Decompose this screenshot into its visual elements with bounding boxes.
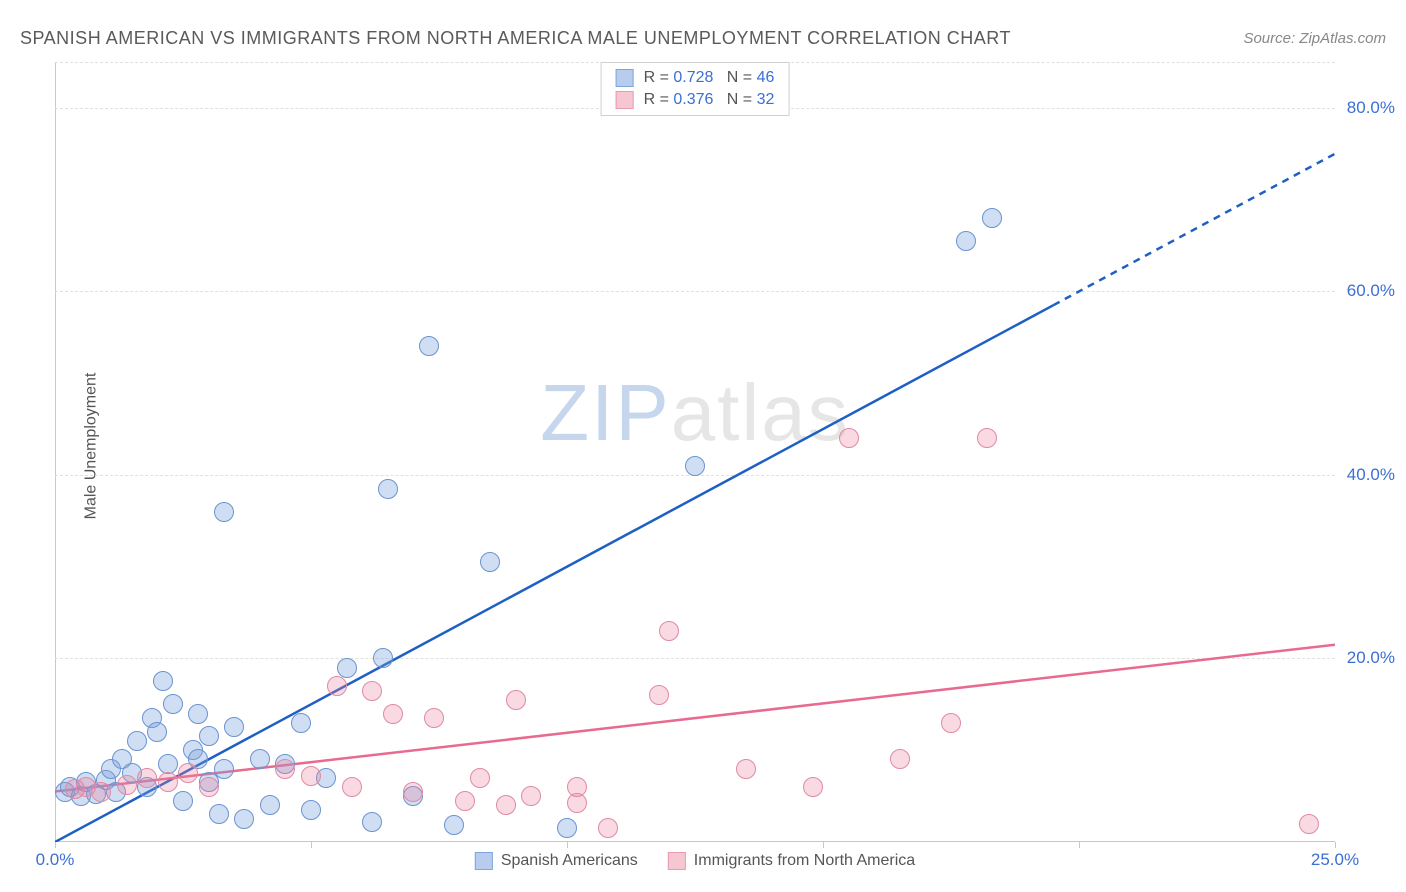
scatter-point — [839, 428, 859, 448]
scatter-point — [803, 777, 823, 797]
scatter-point — [158, 754, 178, 774]
scatter-point — [424, 708, 444, 728]
legend-swatch-icon — [616, 91, 634, 109]
scatter-point — [250, 749, 270, 769]
y-tick-label: 60.0% — [1347, 281, 1395, 301]
series-legend: Spanish Americans Immigrants from North A… — [475, 852, 915, 870]
legend-item: Immigrants from North America — [668, 852, 915, 870]
correlation-legend: R = 0.728 N = 46 R = 0.376 N = 32 — [601, 62, 790, 116]
scatter-point — [188, 704, 208, 724]
source-attribution: Source: ZipAtlas.com — [1243, 30, 1386, 47]
scatter-point — [301, 800, 321, 820]
x-tick-mark — [1079, 842, 1080, 848]
scatter-point — [521, 786, 541, 806]
trend-line-dashed — [1053, 154, 1335, 305]
gridline-h — [55, 291, 1335, 292]
scatter-point — [137, 768, 157, 788]
legend-item-label: Spanish Americans — [501, 852, 638, 870]
scatter-point — [649, 685, 669, 705]
scatter-point — [383, 704, 403, 724]
y-tick-label: 40.0% — [1347, 465, 1395, 485]
y-tick-label: 80.0% — [1347, 98, 1395, 118]
scatter-point — [163, 694, 183, 714]
scatter-point — [199, 777, 219, 797]
scatter-point — [214, 759, 234, 779]
legend-swatch-icon — [475, 852, 493, 870]
scatter-point — [234, 809, 254, 829]
legend-row: R = 0.376 N = 32 — [616, 89, 775, 111]
x-tick-label: 25.0% — [1311, 850, 1359, 870]
scatter-point — [956, 231, 976, 251]
chart-title: SPANISH AMERICAN VS IMMIGRANTS FROM NORT… — [20, 28, 1011, 49]
gridline-h — [55, 658, 1335, 659]
scatter-point — [260, 795, 280, 815]
x-tick-mark — [311, 842, 312, 848]
scatter-point — [419, 336, 439, 356]
legend-swatch-icon — [668, 852, 686, 870]
scatter-point — [685, 456, 705, 476]
scatter-point — [506, 690, 526, 710]
scatter-point — [214, 502, 234, 522]
scatter-point — [982, 208, 1002, 228]
scatter-point — [444, 815, 464, 835]
plot-area: ZIPatlas 20.0%40.0%60.0%80.0%0.0%25.0%R … — [55, 62, 1335, 842]
legend-row: R = 0.728 N = 46 — [616, 67, 775, 89]
scatter-point — [403, 782, 423, 802]
scatter-point — [890, 749, 910, 769]
scatter-point — [337, 658, 357, 678]
scatter-point — [178, 763, 198, 783]
scatter-point — [327, 676, 347, 696]
scatter-point — [736, 759, 756, 779]
x-axis-line — [55, 841, 1335, 842]
scatter-point — [224, 717, 244, 737]
scatter-point — [941, 713, 961, 733]
scatter-point — [977, 428, 997, 448]
scatter-point — [199, 726, 219, 746]
x-tick-mark — [1335, 842, 1336, 848]
scatter-point — [557, 818, 577, 838]
scatter-point — [567, 777, 587, 797]
scatter-point — [301, 766, 321, 786]
scatter-point — [598, 818, 618, 838]
scatter-point — [158, 772, 178, 792]
legend-swatch-icon — [616, 69, 634, 87]
x-tick-label: 0.0% — [36, 850, 75, 870]
legend-stat-text: R = 0.376 N = 32 — [644, 91, 775, 109]
trend-lines-svg — [55, 62, 1335, 842]
y-axis-line — [55, 62, 56, 842]
scatter-point — [480, 552, 500, 572]
scatter-point — [209, 804, 229, 824]
scatter-point — [173, 791, 193, 811]
trend-line — [55, 645, 1335, 792]
scatter-point — [342, 777, 362, 797]
scatter-point — [147, 722, 167, 742]
scatter-point — [127, 731, 147, 751]
scatter-point — [1299, 814, 1319, 834]
scatter-point — [362, 681, 382, 701]
scatter-point — [378, 479, 398, 499]
legend-item: Spanish Americans — [475, 852, 638, 870]
x-tick-mark — [823, 842, 824, 848]
scatter-point — [117, 775, 137, 795]
scatter-point — [373, 648, 393, 668]
scatter-point — [153, 671, 173, 691]
scatter-point — [659, 621, 679, 641]
scatter-point — [291, 713, 311, 733]
scatter-point — [275, 759, 295, 779]
scatter-point — [455, 791, 475, 811]
watermark-text: ZIPatlas — [540, 367, 849, 459]
x-tick-mark — [567, 842, 568, 848]
scatter-point — [470, 768, 490, 788]
x-tick-mark — [55, 842, 56, 848]
legend-stat-text: R = 0.728 N = 46 — [644, 69, 775, 87]
scatter-point — [362, 812, 382, 832]
y-tick-label: 20.0% — [1347, 648, 1395, 668]
scatter-point — [496, 795, 516, 815]
legend-item-label: Immigrants from North America — [694, 852, 915, 870]
scatter-point — [91, 782, 111, 802]
